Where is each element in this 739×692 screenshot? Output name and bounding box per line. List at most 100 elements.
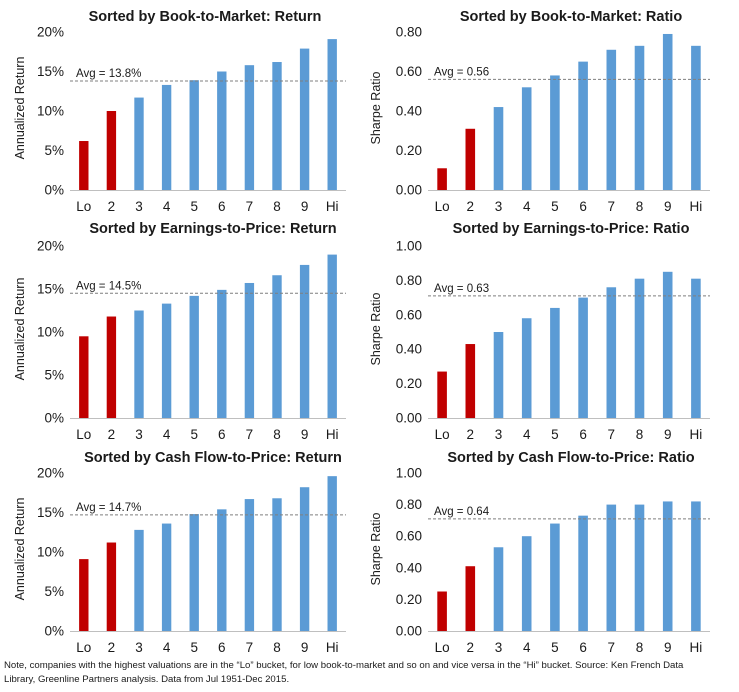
x-tick-label: 2 [108,199,116,214]
x-tick-label: 9 [664,427,672,442]
x-tick-label: 8 [273,640,281,655]
y-tick-label: 0% [44,411,64,426]
average-label: Avg = 0.56 [434,66,489,78]
y-tick-label: 0.20 [396,376,422,391]
bar [106,316,117,418]
bar [493,332,504,418]
x-tick-label: 3 [495,199,503,214]
y-tick-label: 5% [44,368,64,383]
bar [272,275,282,418]
bar [299,487,310,631]
bar [272,498,282,631]
bar [189,514,199,631]
bar [578,297,588,418]
chart-title: Sorted by Earnings-to-Price: Return [89,221,336,237]
y-tick-label: 0.80 [396,25,422,40]
bar [79,336,89,418]
bar [327,39,337,190]
x-tick-label: Lo [76,199,91,214]
x-tick-label: 3 [495,640,503,655]
bar [217,71,227,190]
y-tick-label: 0.60 [396,307,422,322]
y-tick-label: 0.40 [396,560,422,575]
x-tick-label: 7 [608,199,616,214]
x-tick-label: Hi [326,199,339,214]
bar [465,344,476,418]
footnote-line-1: Note, companies with the highest valuati… [4,660,684,671]
x-tick-label: 3 [135,640,143,655]
x-tick-label: 5 [190,427,198,442]
y-tick-label: 15% [37,282,64,297]
bar [521,318,532,418]
bar [634,278,645,418]
chart-title: Sorted by Earnings-to-Price: Ratio [453,221,690,237]
bar [437,371,447,418]
y-tick-label: 0% [44,624,64,639]
x-tick-label: 2 [467,199,475,214]
bar [691,501,701,631]
bar [578,61,588,190]
x-tick-label: 6 [218,199,226,214]
bar [106,542,117,631]
y-tick-label: 0.00 [396,411,422,426]
footnote: Note, companies with the highest valuati… [4,659,736,687]
x-tick-label: 5 [190,640,198,655]
y-tick-label: 0.00 [396,183,422,198]
x-tick-label: 8 [636,199,644,214]
bar [244,65,255,190]
x-tick-label: Hi [326,427,339,442]
bar [465,566,476,631]
bar [299,264,310,418]
x-tick-label: 5 [551,427,559,442]
bar [327,476,337,631]
average-label: Avg = 0.64 [434,506,490,518]
x-tick-label: 3 [495,427,503,442]
y-tick-label: 0.80 [396,497,422,512]
bar [189,295,199,418]
x-tick-label: 6 [579,199,587,214]
y-axis-label: Sharpe Ratio [369,292,383,365]
y-axis-label: Sharpe Ratio [369,512,383,585]
chart-title: Sorted by Cash Flow-to-Price: Ratio [447,450,694,466]
y-axis-label: Sharpe Ratio [369,71,383,144]
bar [272,62,282,190]
y-tick-label: 0.20 [396,592,422,607]
x-tick-label: 7 [246,427,254,442]
x-tick-label: 3 [135,199,143,214]
x-tick-label: 9 [664,199,672,214]
x-tick-label: 4 [523,640,531,655]
x-tick-label: 8 [636,427,644,442]
y-tick-label: 0.60 [396,64,422,79]
x-tick-label: 4 [523,427,531,442]
y-tick-label: 1.00 [396,239,422,254]
bar [662,271,673,418]
x-tick-label: Hi [690,199,703,214]
bar [79,141,89,190]
x-tick-label: 4 [523,199,531,214]
average-label: Avg = 14.5% [76,280,141,292]
average-label: Avg = 13.8% [76,68,141,80]
x-tick-label: 4 [163,427,171,442]
x-tick-label: 7 [608,640,616,655]
y-tick-label: 20% [37,466,64,481]
y-tick-label: 1.00 [396,466,422,481]
y-tick-label: 0.40 [396,104,422,119]
y-tick-label: 5% [44,584,64,599]
x-tick-label: 7 [608,427,616,442]
x-tick-label: 6 [579,640,587,655]
x-tick-label: Lo [435,640,450,655]
x-tick-label: 2 [108,640,116,655]
x-tick-label: Hi [690,640,703,655]
bar [578,515,588,631]
bar [691,278,701,418]
bar [189,80,199,190]
y-tick-label: 0.20 [396,143,422,158]
bar [606,49,617,191]
x-tick-label: 5 [551,199,559,214]
bar [662,501,673,631]
y-tick-label: 0.80 [396,273,422,288]
x-tick-label: 2 [467,427,475,442]
x-tick-label: 6 [218,640,226,655]
bar [217,289,227,418]
x-tick-label: 8 [636,640,644,655]
